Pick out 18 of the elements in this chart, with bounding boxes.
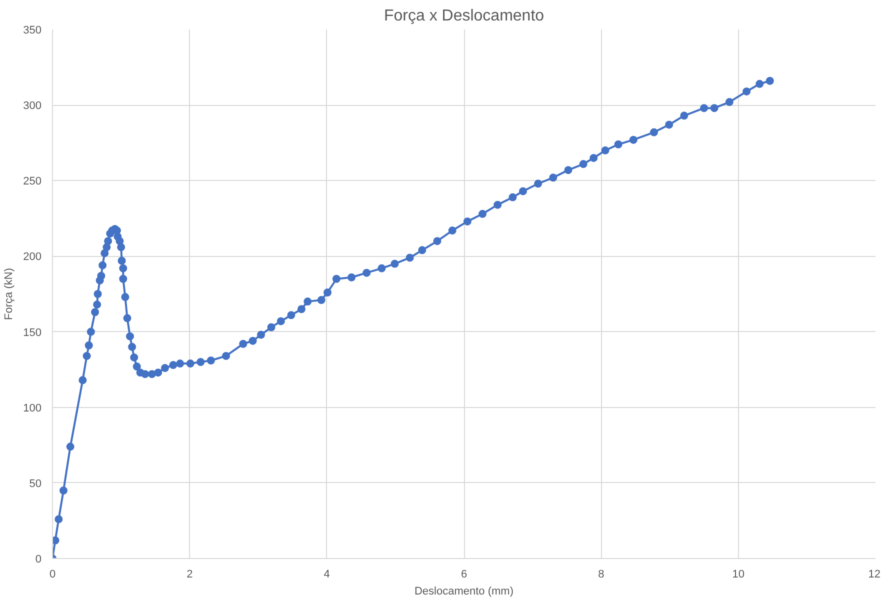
y-axis-title: Força (kN) — [3, 268, 16, 320]
x-tick-label: 2 — [186, 568, 193, 580]
x-tick-label: 4 — [324, 568, 330, 580]
x-tick-label: 8 — [598, 568, 604, 580]
y-tick-label: 50 — [29, 478, 42, 490]
x-tick-label: 0 — [49, 568, 56, 580]
y-tick-label: 300 — [23, 100, 42, 112]
x-tick-label: 12 — [868, 568, 881, 580]
x-tick-label: 10 — [732, 568, 744, 580]
x-axis-title: Deslocamento (mm) — [414, 586, 514, 598]
y-tick-label: 150 — [23, 326, 42, 339]
y-tick-label: 250 — [23, 176, 42, 188]
x-tick-label: 6 — [460, 568, 468, 580]
chart-title: Força x Deslocamento — [384, 8, 544, 24]
y-tick-label: 0 — [35, 554, 42, 566]
y-tick-label: 200 — [23, 251, 42, 264]
y-tick-label: 100 — [23, 402, 42, 414]
y-tick-label: 350 — [23, 24, 42, 36]
